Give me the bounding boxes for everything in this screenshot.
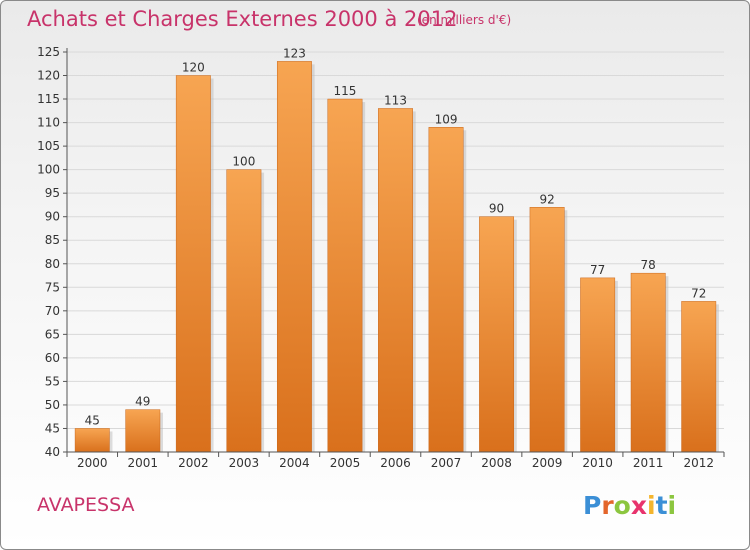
x-tick-label: 2004 — [279, 456, 310, 470]
bar — [580, 277, 616, 453]
y-tick-label: 60 — [45, 351, 60, 365]
place-name: AVAPESSA — [37, 494, 135, 516]
bar — [276, 61, 312, 453]
logo-letter: o — [613, 491, 631, 520]
bar — [378, 108, 413, 453]
bar — [125, 409, 161, 453]
x-tick-label: 2011 — [633, 456, 664, 470]
x-tick-label: 2001 — [128, 456, 159, 470]
data-label: 78 — [641, 258, 656, 272]
y-tick-label: 45 — [45, 421, 60, 435]
axes: 40 45 50 55 60 65 70 75 80 85 90 95 100 105 110 115 120 1… — [37, 45, 725, 470]
y-tick-label: 125 — [37, 45, 60, 59]
data-label: 120 — [182, 61, 205, 75]
x-tick-label: 2000 — [77, 456, 108, 470]
y-tick-label: 65 — [45, 327, 60, 341]
logo-letter: t — [655, 491, 668, 520]
x-tick-label: 2003 — [229, 456, 260, 470]
y-tick-label: 85 — [45, 233, 60, 247]
logo-letter: P — [583, 491, 602, 520]
y-tick-label: 105 — [37, 139, 60, 153]
bar — [630, 272, 666, 453]
data-label: 115 — [334, 84, 357, 98]
proxiti-logo[interactable]: Proxiti — [583, 491, 676, 520]
bar — [681, 301, 717, 453]
y-tick-label: 100 — [37, 163, 60, 177]
x-tick-label: 2012 — [683, 456, 714, 470]
x-tick-label: 2008 — [481, 456, 512, 470]
bar — [175, 75, 211, 453]
data-label: 77 — [590, 263, 605, 277]
logo-letter: i — [647, 491, 656, 520]
data-label: 90 — [489, 202, 504, 216]
chart-subtitle: (en milliers d'€) — [417, 13, 512, 27]
logo-letter: i — [667, 491, 677, 520]
bar — [479, 216, 515, 453]
y-tick-label: 40 — [45, 445, 60, 459]
bar — [428, 127, 464, 453]
data-label: 45 — [85, 413, 100, 427]
y-tick-label: 115 — [37, 92, 60, 106]
y-tick-label: 55 — [45, 374, 60, 388]
data-label: 72 — [691, 286, 706, 300]
data-label: 100 — [232, 155, 255, 169]
x-tick-label: 2007 — [431, 456, 462, 470]
bar — [327, 98, 363, 453]
y-tick-label: 80 — [45, 257, 60, 271]
y-tick-label: 75 — [45, 280, 60, 294]
data-label: 49 — [135, 395, 150, 409]
data-label: 109 — [435, 112, 458, 126]
logo-letter: r — [601, 491, 614, 520]
x-tick-label: 2009 — [532, 456, 563, 470]
y-tick-label: 110 — [37, 116, 60, 130]
x-tick-label: 2010 — [582, 456, 613, 470]
x-tick-label: 2002 — [178, 456, 209, 470]
data-label: 113 — [384, 93, 407, 107]
y-tick-label: 90 — [45, 210, 60, 224]
data-label: 123 — [283, 46, 306, 60]
x-tick-label: 2005 — [330, 456, 361, 470]
y-tick-label: 95 — [45, 186, 60, 200]
bar — [74, 428, 110, 453]
chart-title: Achats et Charges Externes 2000 à 2012 — [27, 7, 458, 31]
data-label: 92 — [539, 192, 554, 206]
y-tick-label: 120 — [37, 69, 60, 83]
bar — [226, 169, 262, 453]
bars: 45 49 120 100 123 115 113 109 90 92 77 78 72 — [74, 46, 719, 453]
y-tick-label: 50 — [45, 398, 60, 412]
x-tick-label: 2006 — [380, 456, 411, 470]
bar — [529, 207, 565, 453]
y-tick-label: 70 — [45, 304, 60, 318]
logo-letter: x — [630, 491, 647, 520]
